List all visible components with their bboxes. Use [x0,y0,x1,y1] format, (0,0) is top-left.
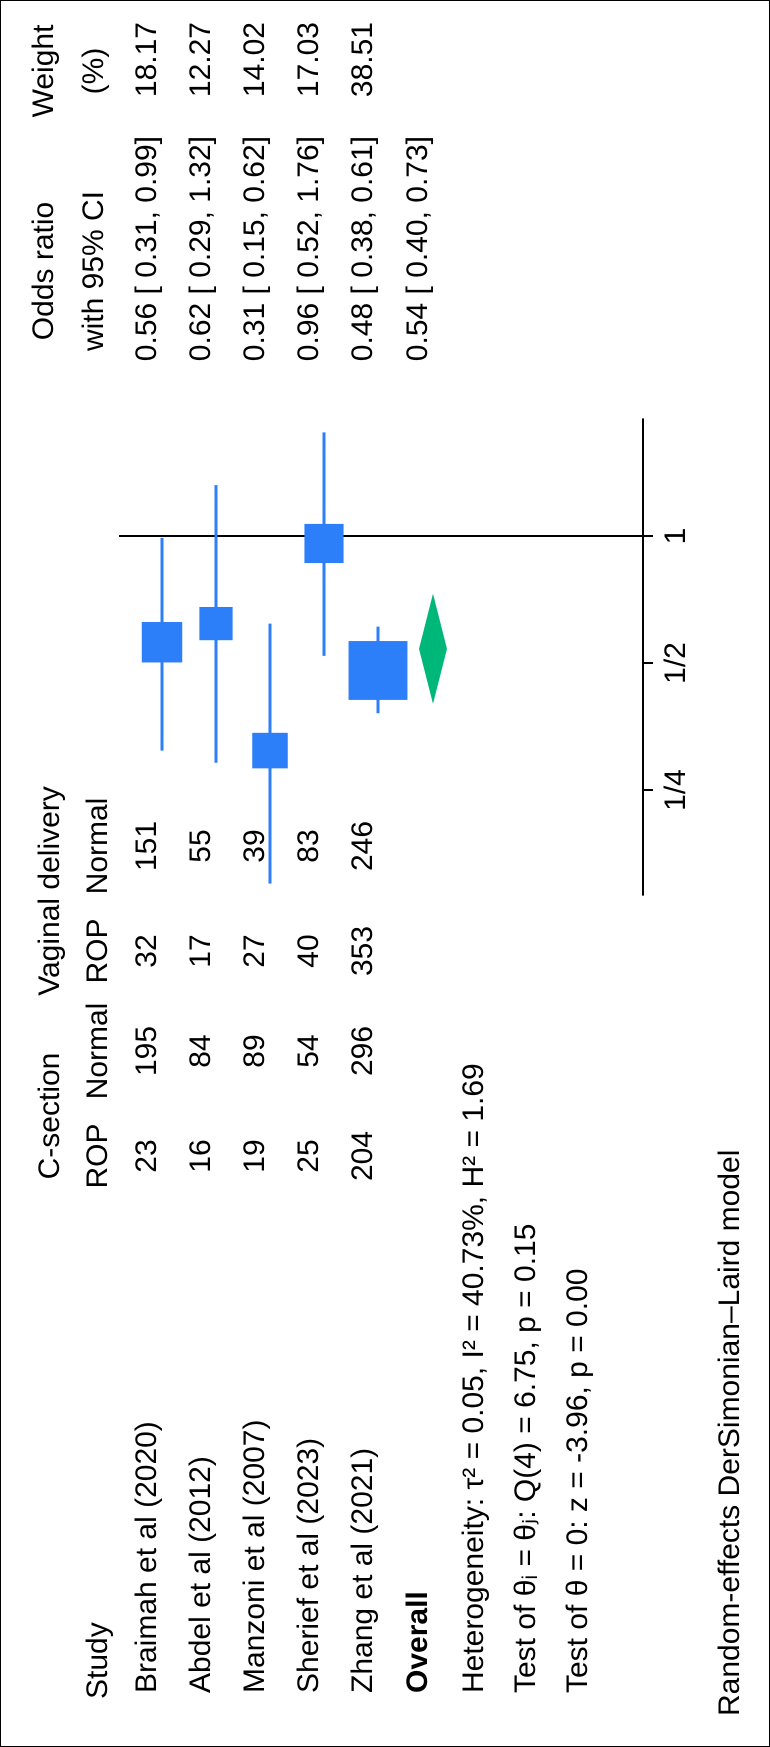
study-marker [141,622,183,663]
study-marker [304,523,344,564]
tick-label: 1/2 [659,642,692,684]
tick-label: 1 [659,528,692,545]
study-marker [348,641,408,700]
overall-diamond [419,593,447,704]
study-markers [141,523,408,769]
study-marker [252,732,288,769]
ci-lines [160,432,380,884]
tick-label: 1/4 [659,769,692,811]
study-marker [199,606,233,641]
x-axis-ticks: 1/4 1/2 1 [643,528,692,811]
